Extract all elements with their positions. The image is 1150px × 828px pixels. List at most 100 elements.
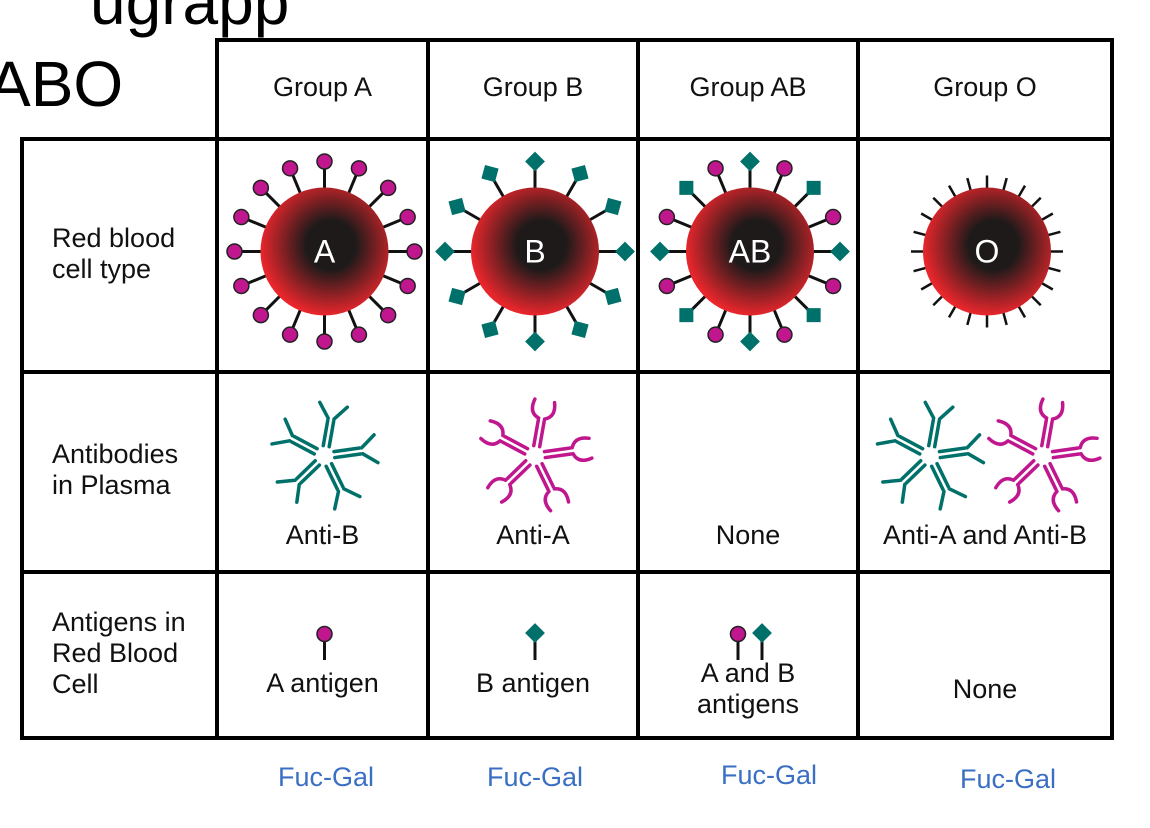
antibody-icon [486, 459, 532, 504]
antibody-icon [881, 459, 927, 504]
a-antigen-icon [281, 160, 299, 177]
b-antigen-icon [740, 331, 760, 352]
antigen-label: A and B antigens [696, 658, 800, 719]
antibody-icon [542, 436, 594, 463]
a-antigen-icon [252, 306, 270, 324]
b-antigen-icon [604, 287, 622, 306]
a-antigen-icon [658, 208, 676, 226]
red-blood-cell-icon [260, 187, 389, 316]
antibody-icon [317, 400, 350, 449]
a-antigen-icon [824, 277, 842, 295]
antigen-stalk [246, 217, 270, 230]
antibody-label: Anti-A [496, 520, 570, 550]
column-header-label: Group A [272, 72, 373, 102]
cell-letter: B [524, 234, 545, 270]
b-antigen-icon [481, 164, 499, 183]
antibody-icon [875, 417, 925, 456]
heading-fragment: ugrapp [90, 0, 290, 38]
b-antigen-icon [615, 241, 635, 262]
red-blood-cell-type: O [856, 137, 1114, 374]
antigen-stalk [771, 306, 784, 330]
antigen-stalk [804, 217, 829, 230]
column-header-label: Group B [482, 72, 584, 102]
b-antigen-icon [435, 241, 455, 262]
a-antigen-icon [776, 326, 793, 343]
a-antigen-icon [233, 208, 250, 226]
antigen-stalk [716, 173, 729, 197]
no-antigen-tick [947, 185, 958, 199]
antigen-label: A antigen [266, 668, 379, 698]
red-blood-cell-type: AB [636, 137, 860, 374]
antibody-icon [332, 433, 380, 465]
red-blood-cell-diagram: A [226, 153, 423, 350]
a-antigen-icon [226, 243, 243, 260]
antigen-label: None [952, 674, 1018, 704]
column-header-label: Group O [933, 72, 1037, 102]
no-antigen-tick [913, 266, 928, 273]
antibody-icon [270, 417, 319, 456]
cell-letter: AB [729, 234, 772, 270]
antigen-label: B antigen [475, 668, 591, 698]
cell-letter: A [314, 234, 336, 270]
red-blood-cell-diagram: B [435, 151, 635, 352]
a-antigen-icon [379, 179, 397, 197]
a-antigen-icon [316, 625, 333, 643]
fuc-gal-label: Fuc-Gal [720, 760, 818, 790]
a-antigen-icon [399, 277, 416, 295]
no-antigen-tick [1029, 294, 1042, 307]
no-antigen-tick [1001, 177, 1008, 192]
b-antigen-icon [679, 308, 694, 323]
row-label: Red blood cell type [52, 222, 176, 284]
antigens-in-red-blood-cell: A and B antigens [636, 570, 860, 740]
no-antigen-tick [1046, 266, 1061, 273]
red-blood-cell-type: B [426, 137, 640, 374]
a-antigen-icon [233, 277, 250, 295]
no-antigen-tick [1001, 311, 1008, 326]
antibody-icon [937, 433, 986, 465]
antibodies-in-plasma: None [636, 370, 860, 574]
b-antigen-icon [806, 308, 821, 323]
antibody-icon [324, 461, 362, 511]
antibodies-in-plasma: Anti-A [426, 370, 640, 574]
b-antigen-icon [830, 241, 850, 262]
a-antigen-icon [350, 326, 368, 343]
no-antigen-tick [1016, 185, 1027, 199]
no-antigen-tick [1016, 304, 1027, 318]
no-antigen-tick [920, 212, 934, 222]
column-header-label: Group AB [689, 72, 807, 102]
row-label: Antigens in Red Blood Cell [52, 606, 186, 699]
no-antigen-tick [1040, 212, 1054, 222]
antigens-in-red-blood-cell: A antigen [215, 570, 430, 740]
red-blood-cell-icon [923, 187, 1051, 316]
a-antigen-icon [316, 153, 333, 170]
a-antigen-icon [399, 208, 416, 226]
a-antigen-icon [707, 160, 724, 177]
row-label-cell: Antigens in Red Blood Cell [20, 570, 219, 740]
antibody-label: Anti-A and Anti-B [882, 520, 1088, 550]
antibody-icon [275, 459, 322, 504]
red-blood-cell-icon [471, 187, 599, 316]
b-antigen-icon [752, 623, 772, 643]
a-antigen-icon [379, 306, 397, 324]
b-antigen-icon [650, 241, 670, 262]
cell-letter: O [975, 234, 1000, 270]
b-antigen-icon [525, 623, 545, 643]
antibody-icon [1038, 397, 1065, 449]
a-antigen-icon [729, 625, 747, 643]
b-antigen-icon [740, 151, 760, 172]
column-header: Group O [856, 38, 1114, 141]
heading: ABO [0, 48, 124, 120]
a-antigen-icon [776, 160, 793, 177]
b-antigen-icon [679, 180, 694, 195]
red-blood-cell-type: A [215, 137, 430, 374]
antigen-stalk [671, 217, 696, 230]
antigen-stalk [379, 217, 403, 230]
a-antigen-icon [316, 333, 333, 350]
b-antigen-icon [571, 164, 589, 183]
antigens-in-red-blood-cell: B antigen [426, 570, 640, 740]
a-antigen-icon [281, 326, 299, 343]
antigen-stalk [716, 306, 729, 330]
b-antigen-icon [448, 287, 466, 306]
a-antigen-icon [252, 179, 270, 197]
antibody-icon [530, 397, 557, 449]
